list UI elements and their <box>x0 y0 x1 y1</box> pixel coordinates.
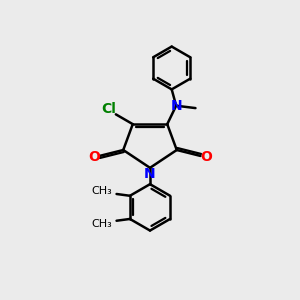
Text: CH₃: CH₃ <box>91 219 112 229</box>
Text: Cl: Cl <box>101 102 116 116</box>
Text: N: N <box>171 99 183 113</box>
Text: O: O <box>88 150 100 164</box>
Text: O: O <box>200 150 212 164</box>
Text: N: N <box>144 167 156 182</box>
Text: CH₃: CH₃ <box>91 186 112 196</box>
